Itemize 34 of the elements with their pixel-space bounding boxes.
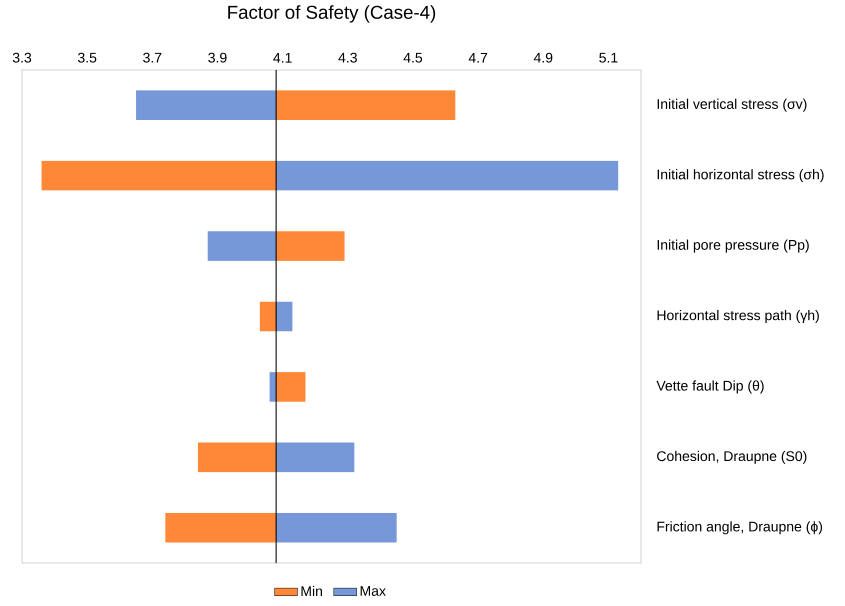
bar bbox=[276, 160, 618, 190]
legend-label: Max bbox=[360, 586, 386, 596]
bar bbox=[42, 160, 276, 190]
x-tick-label: 3.5 bbox=[78, 52, 96, 63]
y-tick-label: Initial pore pressure (Pp) bbox=[658, 240, 809, 253]
bar bbox=[270, 372, 276, 402]
x-tick-label: 4.1 bbox=[273, 52, 292, 63]
bar bbox=[165, 512, 276, 543]
y-tick-label: Initial vertical stress (σv) bbox=[658, 98, 806, 112]
bar bbox=[276, 372, 306, 402]
bar bbox=[276, 90, 456, 120]
bar bbox=[276, 512, 397, 543]
y-tick-label: Vette fault Dip (θ) bbox=[656, 380, 764, 394]
bar bbox=[276, 302, 292, 332]
x-tick-label: 4.7 bbox=[468, 52, 488, 63]
x-tick-label: 3.9 bbox=[208, 52, 227, 63]
y-tick-label: Cohesion, Draupne (S0) bbox=[657, 450, 806, 464]
bar bbox=[198, 442, 276, 472]
y-tick-label: Initial horizontal stress (σh) bbox=[658, 169, 824, 182]
bar bbox=[276, 231, 345, 261]
bar bbox=[136, 90, 276, 120]
x-tick-label: 3.7 bbox=[143, 52, 162, 63]
bar bbox=[260, 302, 276, 332]
y-tick-label: Friction angle, Draupne (ϕ) bbox=[658, 521, 822, 534]
chart-title: Factor of Safety (Case-4) bbox=[228, 5, 436, 23]
y-tick-label: Horizontal stress path (γh) bbox=[658, 310, 819, 324]
x-tick-label: 3.3 bbox=[12, 52, 32, 63]
bar bbox=[208, 231, 276, 261]
x-tick-label: 5.1 bbox=[599, 52, 618, 63]
x-tick-label: 4.9 bbox=[534, 52, 552, 63]
bar bbox=[276, 442, 354, 472]
legend-label: Min bbox=[301, 586, 322, 596]
x-tick-label: 4.5 bbox=[404, 52, 422, 63]
x-tick-label: 4.3 bbox=[338, 52, 357, 63]
